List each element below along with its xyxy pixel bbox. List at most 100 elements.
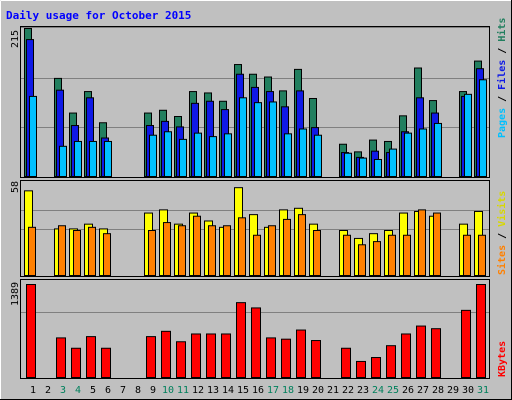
bar-sites-day-11 bbox=[178, 225, 186, 276]
bar-sites-day-9 bbox=[148, 230, 156, 276]
bar-kbytes-day-25 bbox=[386, 345, 396, 378]
bar-kbytes-day-19 bbox=[296, 329, 306, 378]
legend-files: Files bbox=[496, 60, 508, 90]
bar-sites-day-24 bbox=[373, 241, 381, 277]
bar-kbytes-day-3 bbox=[56, 337, 66, 378]
bar-sites-day-23 bbox=[358, 244, 366, 277]
bar-sites-day-10 bbox=[163, 222, 171, 277]
x-label-day-19: 19 bbox=[297, 385, 309, 396]
x-label-day-23: 23 bbox=[357, 385, 369, 396]
bar-sites-day-17 bbox=[268, 225, 276, 276]
bar-pages-day-6 bbox=[104, 140, 112, 177]
bar-kbytes-day-14 bbox=[221, 333, 231, 378]
x-axis-labels: 1 2 3 4 5 6 7 8 9 10 11 12 13 14 15 16 17 18 19 20 21 22 23 24 2… bbox=[30, 385, 489, 396]
x-label-day-11: 11 bbox=[177, 385, 189, 396]
bar-pages-day-19 bbox=[299, 128, 307, 177]
x-label-day-4: 4 bbox=[75, 385, 81, 396]
x-label-day-7: 7 bbox=[120, 385, 126, 396]
panel-kbytes bbox=[20, 279, 490, 379]
bar-sites-day-20 bbox=[313, 230, 321, 276]
bar-sites-day-4 bbox=[73, 230, 81, 276]
bar-kbytes-day-4 bbox=[71, 347, 81, 378]
bar-sites-day-25 bbox=[388, 234, 396, 276]
x-label-day-3: 3 bbox=[60, 385, 66, 396]
x-label-day-22: 22 bbox=[342, 385, 354, 396]
bar-pages-day-10 bbox=[164, 131, 172, 178]
bar-kbytes-day-26 bbox=[401, 333, 411, 378]
x-label-day-13: 13 bbox=[207, 385, 219, 396]
bar-pages-day-23 bbox=[359, 157, 367, 178]
x-label-day-12: 12 bbox=[192, 385, 204, 396]
bar-sites-day-6 bbox=[103, 233, 111, 276]
y-max-label-kbytes: 1389 bbox=[10, 282, 21, 306]
bar-kbytes-day-24 bbox=[371, 357, 381, 378]
bar-pages-day-14 bbox=[224, 133, 232, 178]
x-label-day-25: 25 bbox=[387, 385, 399, 396]
bar-kbytes-day-5 bbox=[86, 336, 96, 379]
bar-kbytes-day-23 bbox=[356, 360, 366, 379]
y-max-label-hits: 215 bbox=[10, 30, 21, 48]
x-label-day-27: 27 bbox=[417, 385, 429, 396]
bar-pages-day-24 bbox=[374, 158, 382, 178]
x-label-day-6: 6 bbox=[105, 385, 111, 396]
bar-pages-day-30 bbox=[464, 93, 472, 177]
bar-marks bbox=[24, 28, 487, 379]
x-label-day-16: 16 bbox=[252, 385, 264, 396]
bar-kbytes-day-6 bbox=[101, 347, 111, 378]
bar-kbytes-day-12 bbox=[191, 333, 201, 378]
bar-pages-day-9 bbox=[149, 134, 157, 178]
bar-pages-day-11 bbox=[179, 138, 187, 178]
bar-pages-day-20 bbox=[314, 134, 322, 178]
bar-sites-day-18 bbox=[283, 218, 291, 276]
bar-kbytes-day-1 bbox=[26, 284, 36, 378]
bar-sites-day-5 bbox=[88, 226, 96, 277]
panel-visits-sites bbox=[20, 180, 490, 277]
x-label-day-29: 29 bbox=[447, 385, 459, 396]
bar-sites-day-15 bbox=[238, 217, 246, 277]
bar-sites-day-1 bbox=[28, 226, 36, 277]
legend-kbytes: KBytes bbox=[497, 341, 508, 377]
bar-pages-day-28 bbox=[434, 122, 442, 177]
chart-title: Daily usage for October 2015 bbox=[6, 9, 191, 22]
bar-pages-day-27 bbox=[419, 128, 427, 177]
bar-kbytes-day-22 bbox=[341, 347, 351, 378]
bar-pages-day-3 bbox=[59, 145, 67, 177]
bar-kbytes-day-16 bbox=[251, 307, 261, 378]
bar-sites-day-26 bbox=[403, 234, 411, 276]
x-label-day-24: 24 bbox=[372, 385, 384, 396]
bar-pages-day-31 bbox=[479, 79, 487, 177]
bar-sites-day-19 bbox=[298, 214, 306, 276]
y-max-label-visits: 58 bbox=[10, 181, 21, 193]
bar-kbytes-day-17 bbox=[266, 337, 276, 378]
bar-kbytes-day-20 bbox=[311, 340, 321, 378]
bar-pages-day-13 bbox=[209, 136, 217, 178]
x-label-day-9: 9 bbox=[150, 385, 156, 396]
bar-pages-day-5 bbox=[89, 140, 97, 177]
panel-hits-files-pages bbox=[20, 26, 490, 178]
bar-sites-day-30 bbox=[463, 234, 471, 276]
legend-sites: Sites bbox=[496, 245, 508, 275]
bar-kbytes-day-31 bbox=[476, 284, 486, 378]
bar-kbytes-day-30 bbox=[461, 309, 471, 378]
x-label-day-10: 10 bbox=[162, 385, 174, 396]
x-label-day-28: 28 bbox=[432, 385, 444, 396]
bar-pages-day-12 bbox=[194, 132, 202, 178]
bar-pages-day-22 bbox=[344, 152, 352, 177]
bar-pages-day-16 bbox=[254, 102, 262, 177]
bar-kbytes-day-13 bbox=[206, 333, 216, 378]
x-label-day-8: 8 bbox=[135, 385, 141, 396]
legend-hits-files-pages: Pages / Files / Hits bbox=[496, 18, 508, 138]
x-label-day-1: 1 bbox=[30, 385, 36, 396]
x-label-day-15: 15 bbox=[237, 385, 249, 396]
legend-pages: Pages bbox=[497, 108, 508, 138]
bar-pages-day-25 bbox=[389, 148, 397, 177]
bar-sites-day-22 bbox=[343, 234, 351, 276]
bar-kbytes-day-11 bbox=[176, 341, 186, 378]
bar-sites-day-28 bbox=[433, 212, 441, 277]
x-label-day-17: 17 bbox=[267, 385, 279, 396]
bar-sites-day-13 bbox=[208, 225, 216, 276]
bar-pages-day-15 bbox=[239, 97, 247, 177]
x-label-day-2: 2 bbox=[45, 385, 51, 396]
bar-kbytes-day-10 bbox=[161, 330, 171, 378]
bar-pages-day-1 bbox=[29, 95, 37, 177]
